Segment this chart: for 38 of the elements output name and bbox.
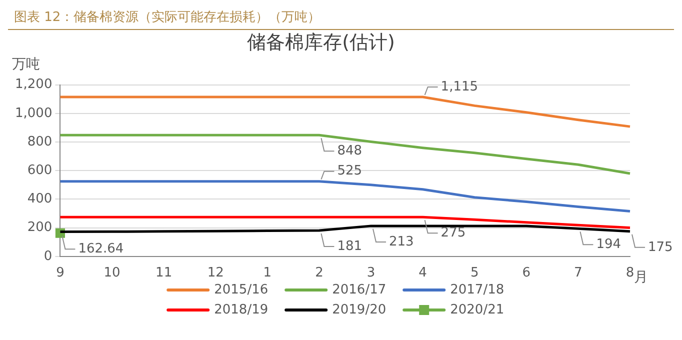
x-tick-label: 10 [104, 266, 120, 281]
data-label: 175 [648, 240, 673, 255]
y-tick-label: 1,200 [15, 77, 52, 92]
data-label: 848 [337, 144, 362, 159]
data-label: 275 [440, 225, 466, 240]
legend-label: 2017/18 [450, 282, 504, 298]
data-label: 525 [337, 164, 362, 179]
legend-label: 2018/19 [214, 302, 268, 318]
y-axis-title: 万吨 [12, 56, 40, 72]
x-tick-label: 3 [366, 266, 376, 281]
data-label: 194 [596, 237, 622, 252]
y-tick-label: 1,000 [15, 106, 52, 121]
x-tick-label: 4 [418, 266, 427, 281]
y-tick-label: 600 [27, 162, 52, 178]
x-tick-label: 6 [522, 266, 531, 281]
data-label: 162.64 [78, 242, 124, 257]
legend-label: 2020/21 [450, 302, 504, 318]
chart-title: 图表 12：储备棉资源（实际可能存在损耗）（万吨） [8, 8, 674, 30]
x-tick-label: 7 [574, 266, 582, 281]
x-tick-label: 9 [56, 266, 64, 281]
x-tick-label: 2 [315, 266, 324, 281]
chart-subtitle: 储备棉库存(估计) [247, 31, 395, 54]
legend-label: 2019/20 [332, 302, 386, 318]
data-label: 213 [389, 234, 414, 250]
y-tick-label: 200 [27, 220, 52, 236]
legend-label: 2016/17 [332, 282, 386, 298]
legend-label: 2015/16 [214, 282, 268, 298]
x-tick-label: 12 [207, 266, 224, 281]
x-tick-label: 8 [626, 266, 634, 281]
x-tick-label: 5 [470, 266, 479, 281]
x-axis-title: 月 [634, 270, 648, 286]
y-tick-label: 0 [44, 248, 52, 264]
data-label: 181 [337, 238, 362, 254]
data-label: 1,115 [440, 79, 478, 94]
y-tick-label: 800 [27, 134, 52, 150]
y-tick-label: 400 [27, 192, 52, 207]
x-tick-label: 11 [156, 266, 172, 281]
x-tick-label: 1 [263, 266, 272, 281]
